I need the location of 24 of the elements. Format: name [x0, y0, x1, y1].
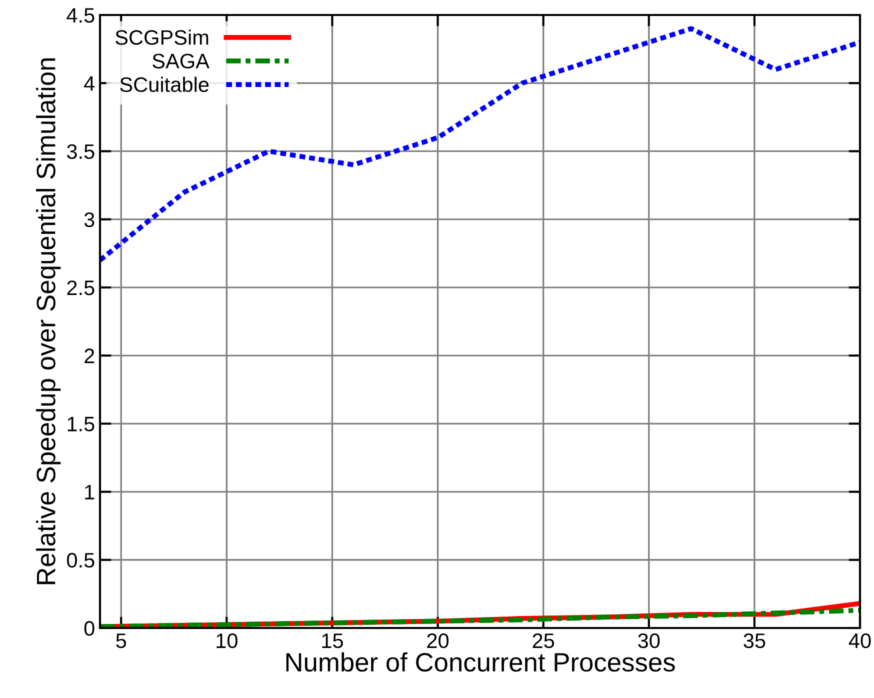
x-tick-label: 20: [427, 633, 449, 648]
x-tick-label: 15: [322, 634, 343, 648]
x-tick-label: 30: [638, 633, 660, 648]
legend-label: SCuitable: [120, 76, 209, 92]
y-tick-label: 4: [84, 76, 95, 91]
line-series: [100, 26, 860, 263]
y-tick-label: 2.5: [67, 280, 94, 296]
x-tick-label: 35: [744, 633, 766, 648]
y-tick-label: 1.5: [68, 416, 94, 432]
legend-label: SCGPSim: [116, 30, 208, 45]
y-tick-label: 4.5: [66, 8, 94, 23]
y-tick-label: 2: [84, 348, 94, 364]
y-tick-label: 0: [84, 621, 94, 636]
y-tick-label: 3.5: [66, 144, 94, 159]
y-tick-label: 1: [85, 484, 94, 500]
x-axis-title: Number of Concurrent Processes: [286, 652, 675, 672]
y-tick-label: 3: [84, 212, 94, 228]
y-tick-label: 0.5: [66, 552, 94, 568]
x-tick-label: 25: [532, 633, 554, 648]
x-tick-label: 40: [848, 633, 871, 648]
y-axis-title: Relative Speedup over Sequential Simulation: [36, 58, 61, 584]
legend-label: SAGA: [152, 54, 210, 68]
x-tick-label: 5: [116, 634, 126, 648]
x-tick-label: 10: [216, 633, 238, 648]
